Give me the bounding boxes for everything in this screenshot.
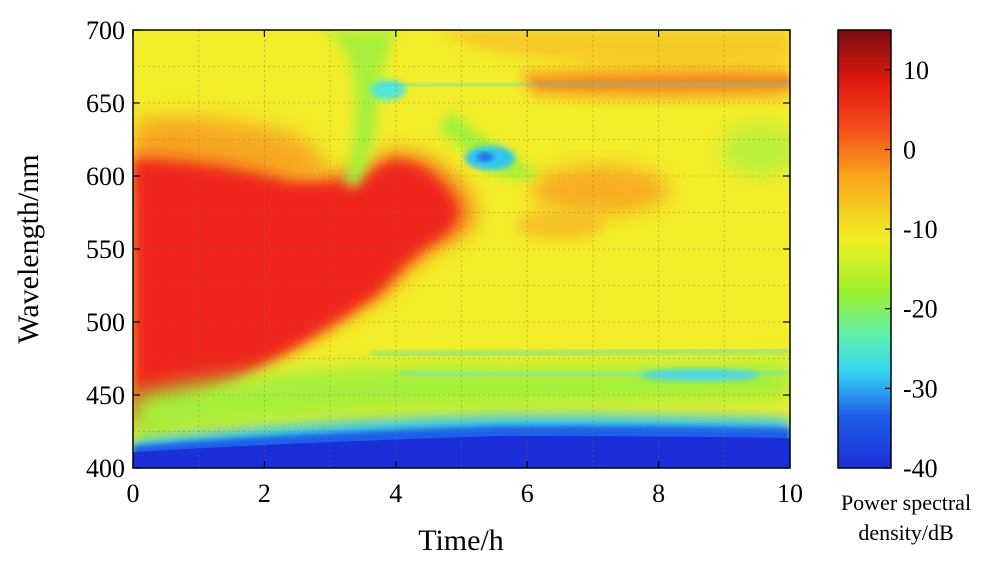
plot-grid xyxy=(133,30,790,468)
y-tick-label: 450 xyxy=(86,381,125,410)
colorbar-ticks: -40 -30 -20 -10 0 10 xyxy=(885,56,938,483)
x-tick-label: 6 xyxy=(521,479,534,508)
y-axis: 400 450 500 550 600 650 700 xyxy=(86,16,790,483)
colorbar-scale xyxy=(837,29,892,469)
x-tick-label: 0 xyxy=(127,479,140,508)
x-tick-label: 4 xyxy=(389,479,402,508)
colorbar-tick-label: 0 xyxy=(903,135,916,164)
y-tick-label: 500 xyxy=(86,308,125,337)
y-tick-label: 400 xyxy=(86,454,125,483)
x-axis: 0 2 4 6 8 10 xyxy=(127,30,803,508)
colorbar-tick-label: -10 xyxy=(903,215,938,244)
colorbar-tick-label: 10 xyxy=(903,56,929,85)
colorbar: -40 -30 -20 -10 0 10 Power spectral density/d… xyxy=(837,29,971,545)
x-axis-title: Time/h xyxy=(418,524,504,557)
colorbar-tick-label: -30 xyxy=(903,374,938,403)
x-tick-label: 10 xyxy=(777,479,803,508)
y-axis-title: Wavelength/nm xyxy=(12,154,45,343)
heatmap-field xyxy=(133,30,790,468)
x-tick-label: 2 xyxy=(258,479,271,508)
colorbar-title-line1: Power spectral xyxy=(841,490,971,515)
colorbar-tick-label: -20 xyxy=(903,295,938,324)
colorbar-tick-label: -40 xyxy=(903,454,938,483)
y-tick-label: 700 xyxy=(86,16,125,45)
colorbar-title-line2: density/dB xyxy=(858,520,953,545)
y-tick-label: 600 xyxy=(86,162,125,191)
x-tick-label: 8 xyxy=(652,479,665,508)
y-tick-label: 550 xyxy=(86,235,125,264)
y-tick-label: 650 xyxy=(86,89,125,118)
